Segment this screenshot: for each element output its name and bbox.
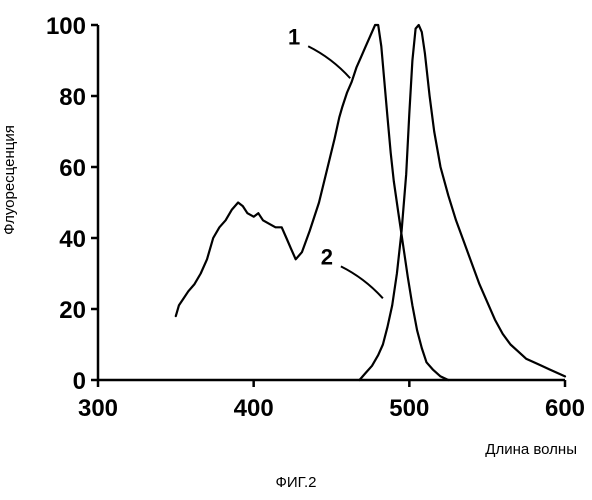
fluorescence-chart: 020406080100 300400500600 Флуоресценция …	[0, 0, 592, 470]
y-tick-label: 0	[73, 368, 86, 395]
x-tick-label: 400	[234, 395, 274, 422]
series-2-leader	[341, 266, 383, 298]
y-tick-label: 60	[59, 155, 86, 182]
series-2-label: 2	[321, 244, 333, 269]
y-tick-label: 80	[59, 84, 86, 111]
figure-caption: ФИГ.2	[0, 474, 592, 491]
y-axis: 0 20 40 60 80 100	[46, 13, 98, 395]
y-tick-label: 20	[59, 297, 86, 324]
x-tick-label: 500	[389, 395, 429, 422]
series-2-line	[360, 25, 566, 380]
x-axis-label: Длина волны	[485, 441, 577, 458]
y-axis-label: Флуоресценция	[1, 125, 18, 235]
series-1-label: 1	[288, 24, 300, 49]
y-tick-label: 100	[46, 13, 86, 40]
x-tick-label: 300	[78, 395, 118, 422]
x-tick-label: 600	[545, 395, 585, 422]
series-1-line	[176, 25, 449, 380]
series-1-leader	[308, 46, 350, 78]
x-axis: 300 400 500 600	[78, 380, 585, 422]
series-layer: 12	[176, 24, 565, 380]
y-tick-label: 40	[59, 226, 86, 253]
